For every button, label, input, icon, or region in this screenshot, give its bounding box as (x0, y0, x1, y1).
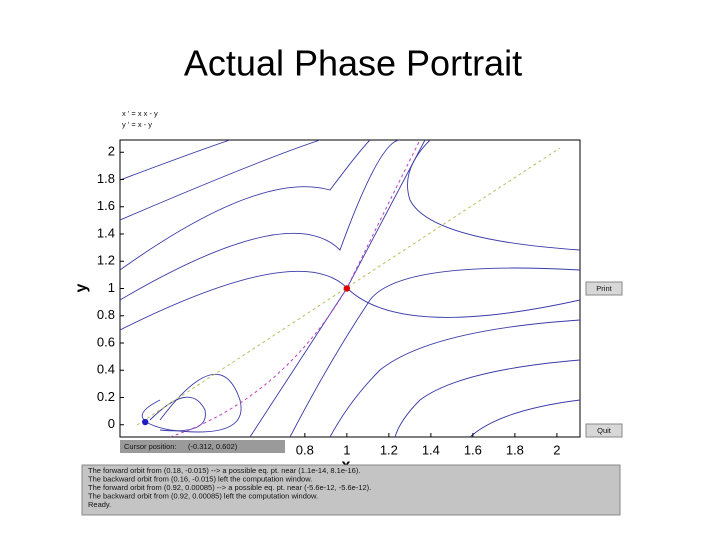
slide-title: Actual Phase Portrait (184, 43, 522, 84)
y-tick-label: 2 (108, 144, 115, 159)
y-tick-label: 1.6 (97, 198, 115, 213)
nullcline (169, 140, 421, 437)
quit-button[interactable] (585, 423, 623, 438)
orbit (329, 319, 580, 437)
button-label[interactable]: Quit (597, 426, 612, 435)
orbit (120, 140, 371, 271)
message-line: Ready. (88, 500, 111, 509)
x-tick-label: 1 (343, 442, 350, 457)
y-tick-label: 0.8 (97, 307, 115, 322)
cursor-value: (-0.312, 0.602) (188, 442, 238, 451)
message-line: The forward orbit from (0.92, 0.00085) -… (88, 483, 371, 492)
x-tick-label: 1.6 (464, 442, 482, 457)
equilibrium-point (142, 418, 149, 426)
orbit (120, 140, 231, 181)
equation: y ' = x - y (122, 120, 152, 129)
y-tick-label: 0.2 (97, 389, 115, 404)
x-tick-label: 1.4 (422, 442, 440, 457)
y-axis-label: y (73, 283, 90, 292)
x-tick-label: 1.8 (506, 442, 524, 457)
x-tick-label: 2 (553, 442, 560, 457)
print-button[interactable] (585, 281, 623, 296)
message-line: The forward orbit from (0.18, -0.015) --… (88, 466, 360, 475)
y-tick-label: 1 (108, 280, 115, 295)
orbit (120, 140, 321, 221)
orbit (149, 396, 206, 432)
orbit (407, 140, 580, 251)
y-tick-label: 1.8 (97, 171, 115, 186)
y-tick-label: 0.6 (97, 334, 115, 349)
cursor-box (120, 440, 285, 453)
orbit (469, 399, 580, 437)
equation: x ' = x x - y (122, 109, 158, 118)
y-tick-label: 0 (108, 416, 115, 431)
orbit (394, 359, 580, 437)
cursor-label: Cursor position: (124, 442, 177, 451)
message-box (81, 464, 621, 516)
message-line: The backward orbit from (0.92, 0.00085) … (88, 491, 318, 500)
y-tick-label: 1.2 (97, 253, 115, 268)
orbit (289, 267, 580, 437)
button-label[interactable]: Print (596, 284, 612, 293)
messages: The forward orbit from (0.18, -0.015) --… (88, 466, 371, 509)
message-line: The backward orbit from (0.16, -0.015) l… (88, 474, 312, 483)
y-tick-label: 1.4 (97, 225, 115, 240)
x-tick-label: 1.2 (380, 442, 398, 457)
orbits (120, 140, 580, 437)
x-tick-label: 0.8 (296, 442, 314, 457)
y-tick-label: 0.4 (97, 362, 115, 377)
equilibrium-point (343, 285, 351, 292)
orbit (120, 140, 401, 301)
